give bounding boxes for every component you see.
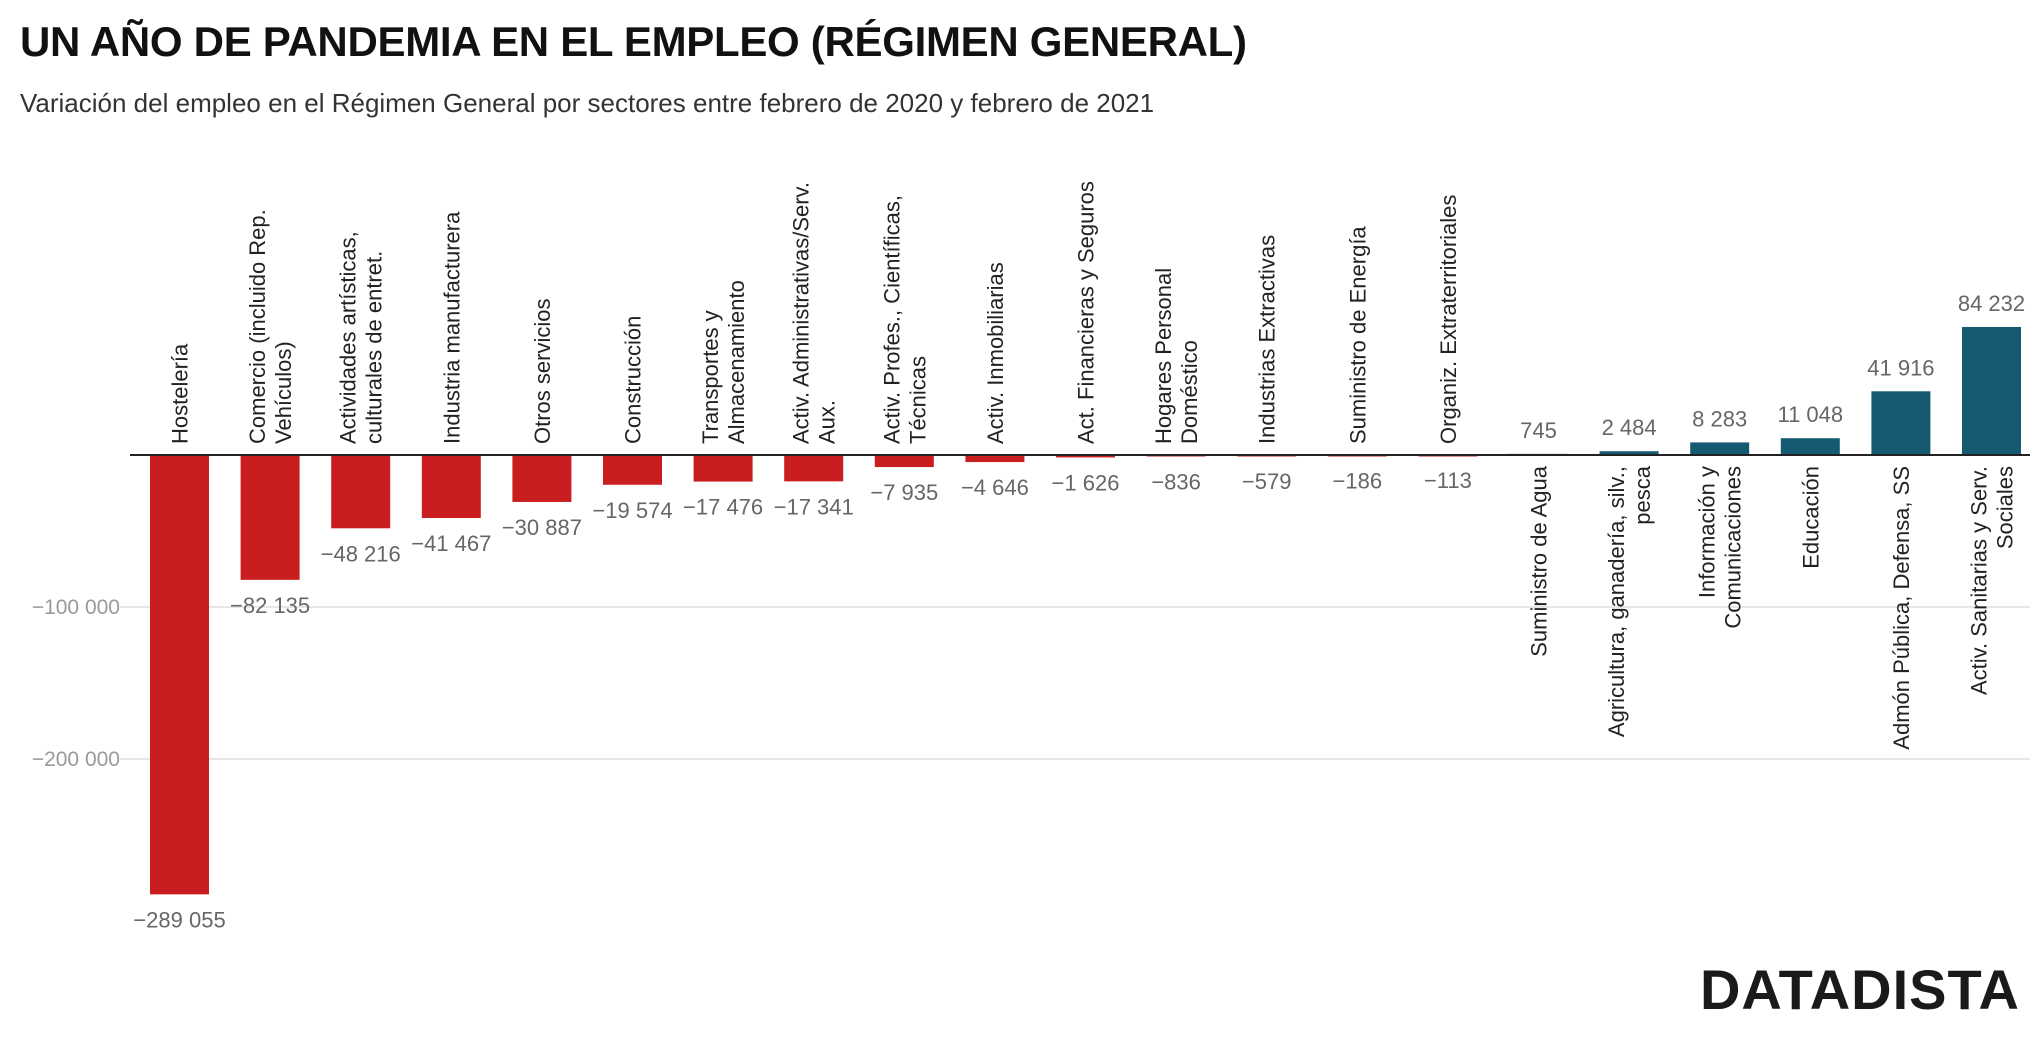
value-label: −289 055 [133,907,225,932]
bar [150,455,209,895]
value-label: 2 484 [1602,415,1657,440]
bar [784,455,844,482]
y-tick-label: −100 000 [32,596,120,619]
bar [331,455,391,529]
category-label-line: Almacenamiento [724,280,749,444]
value-label: −19 574 [592,498,672,523]
category-label: Hostelería [168,343,193,444]
category-label-line: Otros servicios [530,299,555,444]
value-label: −836 [1151,469,1201,494]
datadista-logo: DATADISTA [1699,958,2020,1021]
category-label-line: Comunicaciones [1721,466,1746,629]
category-label: Admón Pública, Defensa, SS [1889,466,1914,750]
category-label-line: Información y [1695,466,1720,598]
category-label-line: Transportes y [698,310,723,444]
category-label-line: pesca [1630,465,1655,524]
bar [603,455,662,485]
category-label: Suministro de Agua [1527,465,1552,657]
category-label: Hogares Personal Doméstico [1151,268,1202,444]
value-label: 11 048 [1777,402,1843,427]
category-label: Activ. Profes., Científicas, Técnicas [879,195,930,444]
bar [240,455,300,580]
bar [1962,326,2021,455]
category-label-line: Doméstico [1177,340,1202,444]
category-label: Activ. Inmobiliarias [983,262,1008,444]
category-label-line: Hostelería [168,343,193,444]
category-label-line: Educación [1798,466,1823,569]
category-label-line: Activ. Inmobiliarias [983,262,1008,444]
category-label: Industrias Extractivas [1255,235,1280,444]
y-tick-label: −200 000 [32,748,120,771]
value-label: −48 216 [321,541,401,566]
value-label: −7 935 [870,480,938,505]
category-label: Suministro de Energía [1345,226,1370,444]
bar [1599,451,1659,455]
bar [1780,438,1840,455]
category-label-line: Actividades artísticas, [336,231,361,444]
category-label: Transportes y Almacenamiento [698,280,749,444]
value-label: −17 341 [774,494,854,519]
category-label-line: Agricultura, ganadería, silv., [1604,466,1629,737]
bar [1056,455,1115,458]
bar [1690,442,1750,455]
value-label: −186 [1333,468,1383,493]
category-label: Comercio (incluido Rep. Vehículos) [245,209,296,444]
category-label-line: Activ. Profes., Científicas, [879,195,904,444]
value-label: 41 916 [1867,355,1934,380]
value-label: 84 232 [1958,291,2025,316]
bar [421,455,481,519]
category-label-line: Suministro de Agua [1527,465,1552,657]
category-label-line: Organiz. Extraterritoriales [1436,195,1461,444]
category-label-line: Activ. Administrativas/Serv. [789,182,814,444]
category-label-line: Comercio (incluido Rep. [245,209,270,444]
value-label: 745 [1520,418,1557,443]
chart-subtitle: Variación del empleo en el Régimen Gener… [20,88,1155,118]
category-label-line: Suministro de Energía [1345,226,1370,444]
bar [512,455,572,502]
bar [693,455,753,482]
category-label: Información y Comunicaciones [1695,466,1746,629]
category-label-line: Sociales [1993,466,2018,549]
category-label: Construcción [621,316,646,444]
category-label: Activ. Sanitarias y Serv. Sociales [1967,466,2018,695]
value-label: −41 467 [411,531,491,556]
category-label: Act. Financieras y Seguros [1074,181,1099,444]
bar [965,455,1025,463]
chart-title: UN AÑO DE PANDEMIA EN EL EMPLEO (RÉGIMEN… [20,18,1247,65]
value-label: −30 887 [502,515,582,540]
category-label-line: Industria manufacturera [439,211,464,444]
value-label: −1 626 [1052,470,1120,495]
category-label: Activ. Administrativas/Serv. Aux. [789,182,840,444]
category-label-line: Act. Financieras y Seguros [1074,181,1099,444]
category-label: Organiz. Extraterritoriales [1436,195,1461,444]
category-label: Otros servicios [530,299,555,444]
category-label-line: Admón Pública, Defensa, SS [1889,466,1914,750]
category-label: Industria manufacturera [439,211,464,444]
bar [874,455,934,468]
bar [1871,391,1931,455]
value-label: −113 [1424,468,1472,493]
category-label-line: culturales de entret. [362,251,387,444]
value-label: −17 476 [683,495,763,520]
category-label: Educación [1798,466,1823,569]
category-label-line: Industrias Extractivas [1255,235,1280,444]
category-label-line: Aux. [815,400,840,444]
value-label: −4 646 [961,475,1029,500]
value-label: −579 [1242,469,1292,494]
value-label: 8 283 [1692,406,1747,431]
category-label-line: Activ. Sanitarias y Serv. [1967,466,1992,695]
category-label-line: Hogares Personal [1151,268,1176,444]
category-label-line: Vehículos) [271,341,296,444]
category-label: Agricultura, ganadería, silv., pesca [1604,465,1655,737]
category-label-line: Técnicas [905,356,930,444]
category-label: Actividades artísticas, culturales de ent… [336,231,387,444]
value-label: −82 135 [230,593,310,618]
category-label-line: Construcción [621,316,646,444]
